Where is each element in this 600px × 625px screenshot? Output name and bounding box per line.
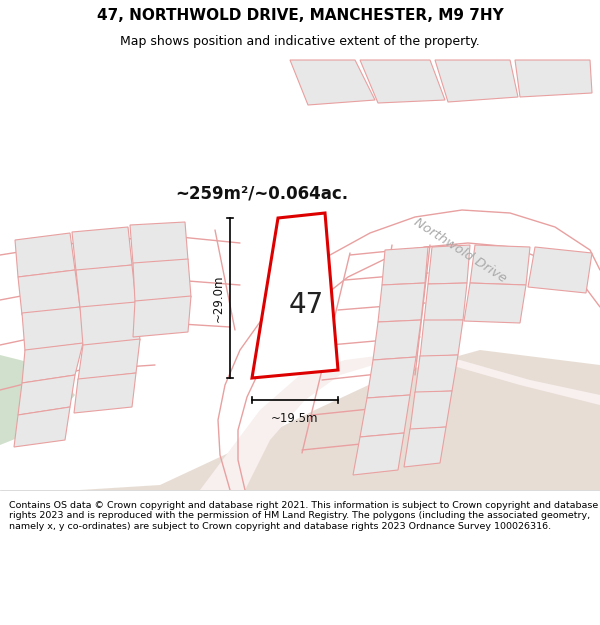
- Polygon shape: [367, 357, 416, 398]
- Polygon shape: [78, 339, 140, 380]
- Text: 47, NORTHWOLD DRIVE, MANCHESTER, M9 7HY: 47, NORTHWOLD DRIVE, MANCHESTER, M9 7HY: [97, 8, 503, 23]
- Polygon shape: [133, 296, 191, 337]
- Polygon shape: [424, 283, 467, 321]
- Polygon shape: [435, 60, 518, 102]
- Polygon shape: [200, 55, 600, 490]
- Polygon shape: [14, 407, 70, 447]
- Polygon shape: [18, 375, 75, 415]
- Polygon shape: [74, 373, 136, 413]
- Polygon shape: [415, 355, 458, 393]
- Text: Contains OS data © Crown copyright and database right 2021. This information is : Contains OS data © Crown copyright and d…: [9, 501, 598, 531]
- Polygon shape: [378, 283, 425, 322]
- Polygon shape: [428, 245, 470, 284]
- Polygon shape: [22, 307, 85, 351]
- Polygon shape: [252, 213, 338, 378]
- Polygon shape: [22, 343, 83, 383]
- Polygon shape: [18, 270, 80, 315]
- Polygon shape: [80, 302, 140, 346]
- Polygon shape: [15, 233, 75, 277]
- Polygon shape: [130, 222, 188, 264]
- Polygon shape: [373, 320, 421, 360]
- Text: Map shows position and indicative extent of the property.: Map shows position and indicative extent…: [120, 35, 480, 48]
- Polygon shape: [360, 60, 445, 103]
- Polygon shape: [133, 259, 191, 302]
- Text: ~29.0m: ~29.0m: [212, 274, 224, 322]
- Polygon shape: [0, 355, 75, 445]
- Polygon shape: [410, 391, 452, 430]
- Polygon shape: [464, 283, 526, 323]
- Polygon shape: [470, 245, 530, 285]
- Polygon shape: [404, 427, 446, 467]
- Polygon shape: [353, 433, 404, 475]
- Polygon shape: [290, 60, 375, 105]
- Polygon shape: [0, 350, 600, 490]
- Text: ~19.5m: ~19.5m: [271, 411, 319, 424]
- Polygon shape: [420, 320, 463, 357]
- Polygon shape: [515, 60, 592, 97]
- Text: Northwold Drive: Northwold Drive: [411, 215, 509, 285]
- Text: 47: 47: [289, 291, 324, 319]
- Polygon shape: [528, 247, 592, 293]
- Polygon shape: [382, 247, 428, 285]
- Polygon shape: [72, 227, 132, 271]
- Polygon shape: [360, 395, 410, 437]
- Polygon shape: [76, 265, 136, 308]
- Text: ~259m²/~0.064ac.: ~259m²/~0.064ac.: [175, 184, 348, 202]
